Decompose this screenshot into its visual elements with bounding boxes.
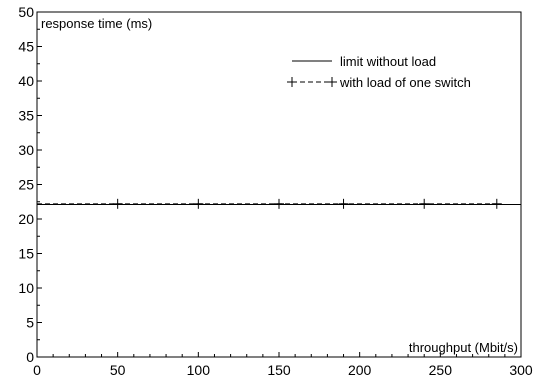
ticks: 0 5 10 15 20 25 30 35 40 45 50 0 50 100 150 200 250 300 bbox=[18, 4, 532, 378]
y-tick-label: 25 bbox=[18, 177, 34, 193]
x-tick-label: 150 bbox=[267, 362, 291, 378]
legend-entry: limit without load bbox=[292, 54, 436, 69]
legend-label: with load of one switch bbox=[339, 75, 471, 90]
plot-frame bbox=[36, 11, 522, 358]
y-tick-label: 35 bbox=[18, 108, 34, 124]
y-tick-label: 20 bbox=[18, 211, 34, 227]
legend-label: limit without load bbox=[340, 54, 436, 69]
y-tick-label: 10 bbox=[18, 280, 34, 296]
y-tick-label: 30 bbox=[18, 142, 34, 158]
y-tick-label: 0 bbox=[26, 349, 34, 365]
data-point-marker bbox=[193, 198, 204, 209]
legend: limit without load with load of one switc… bbox=[287, 54, 471, 90]
y-tick-label: 45 bbox=[18, 39, 34, 55]
x-tick-label: 50 bbox=[110, 362, 126, 378]
x-tick-label: 0 bbox=[33, 362, 41, 378]
y-axis-label: response time (ms) bbox=[41, 16, 152, 31]
data-point-marker bbox=[419, 198, 430, 209]
x-tick-label: 300 bbox=[509, 362, 533, 378]
x-axis-label: throughput (Mbit/s) bbox=[409, 340, 518, 355]
y-tick-label: 40 bbox=[18, 73, 34, 89]
axes bbox=[36, 11, 522, 358]
legend-entry: with load of one switch bbox=[287, 75, 471, 90]
y-tick-label: 5 bbox=[26, 315, 34, 331]
y-tick-label: 50 bbox=[18, 4, 34, 20]
data-point-marker bbox=[274, 198, 284, 209]
data-point-marker bbox=[491, 198, 502, 209]
series-layer bbox=[37, 198, 521, 209]
x-tick-label: 250 bbox=[429, 362, 453, 378]
data-point-marker bbox=[112, 198, 123, 209]
x-tick-label: 100 bbox=[187, 362, 211, 378]
data-point-marker bbox=[338, 198, 349, 209]
x-tick-label: 200 bbox=[348, 362, 372, 378]
y-tick-label: 15 bbox=[18, 246, 34, 262]
